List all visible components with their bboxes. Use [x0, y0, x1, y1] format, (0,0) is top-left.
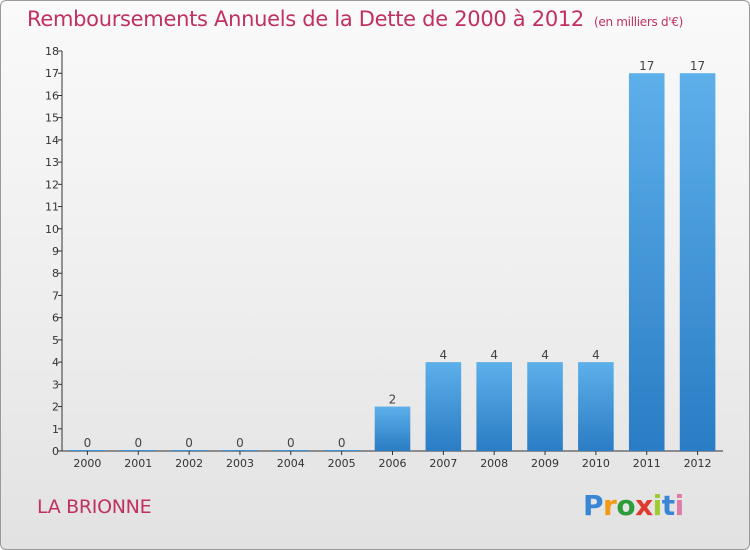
data-label: 0 — [134, 436, 142, 450]
x-tick-label: 2002 — [175, 457, 203, 470]
bar — [273, 450, 309, 451]
data-label: 0 — [287, 436, 295, 450]
logo-letter: t — [661, 489, 675, 522]
x-tick-label: 2003 — [226, 457, 254, 470]
bar — [120, 450, 157, 451]
bar — [222, 450, 258, 451]
proxiti-logo: Proxiti — [583, 489, 684, 522]
x-tick-label: 2005 — [328, 457, 356, 470]
data-label: 0 — [236, 436, 244, 450]
y-tick-label: 7 — [52, 289, 59, 302]
x-tick-label: 2001 — [124, 457, 152, 470]
y-tick-label: 16 — [45, 89, 59, 102]
x-tick-label: 2004 — [277, 457, 305, 470]
logo-letter: o — [616, 489, 636, 522]
x-tick-label: 2010 — [582, 457, 610, 470]
y-tick-label: 10 — [45, 223, 59, 236]
logo-letter: i — [652, 489, 663, 522]
data-label: 0 — [84, 436, 92, 450]
x-tick-label: 2009 — [531, 457, 559, 470]
y-tick-label: 14 — [45, 134, 59, 147]
x-tick-label: 2011 — [633, 457, 661, 470]
data-label: 0 — [338, 436, 346, 450]
chart-title-text: Remboursements Annuels de la Dette de 20… — [27, 7, 584, 31]
data-label: 2 — [389, 393, 397, 407]
x-tick-label: 2008 — [480, 457, 508, 470]
y-tick-label: 18 — [45, 45, 59, 58]
y-tick-label: 5 — [52, 334, 59, 347]
x-tick-label: 2007 — [429, 457, 457, 470]
y-tick-label: 13 — [45, 156, 59, 169]
y-tick-label: 11 — [45, 201, 59, 214]
bar — [374, 406, 411, 451]
bar — [476, 362, 512, 451]
y-tick-label: 2 — [52, 401, 59, 414]
bar — [628, 73, 665, 451]
y-tick-label: 17 — [45, 67, 59, 80]
x-tick-label: 2012 — [684, 457, 712, 470]
commune-name: LA BRIONNE — [37, 496, 152, 518]
y-tick-label: 8 — [52, 267, 59, 280]
bar — [578, 362, 614, 451]
data-label: 4 — [592, 348, 600, 362]
y-tick-label: 4 — [52, 356, 59, 369]
y-tick-label: 0 — [52, 445, 59, 458]
data-label: 17 — [639, 59, 654, 73]
data-label: 4 — [440, 348, 448, 362]
bar — [323, 450, 360, 451]
y-tick-label: 12 — [45, 178, 59, 191]
data-label: 4 — [490, 348, 498, 362]
bar — [69, 450, 106, 451]
y-tick-label: 6 — [52, 312, 59, 325]
y-tick-label: 9 — [52, 245, 59, 258]
bar — [527, 362, 563, 451]
data-label: 17 — [690, 59, 705, 73]
y-tick-label: 1 — [52, 423, 59, 436]
x-tick-label: 2006 — [379, 457, 407, 470]
data-label: 0 — [185, 436, 193, 450]
bar — [679, 73, 716, 451]
chart-title: Remboursements Annuels de la Dette de 20… — [27, 7, 683, 31]
bar — [171, 450, 207, 451]
logo-letter: x — [635, 489, 653, 522]
y-tick-label: 3 — [52, 378, 59, 391]
y-tick-label: 15 — [45, 112, 59, 125]
logo-letter: r — [603, 489, 617, 522]
logo-letter: P — [583, 489, 604, 522]
unit-note: (en milliers d'€) — [594, 15, 684, 29]
logo-letter: i — [674, 489, 685, 522]
x-tick-label: 2000 — [73, 457, 101, 470]
bar — [425, 362, 462, 451]
data-label: 4 — [541, 348, 549, 362]
